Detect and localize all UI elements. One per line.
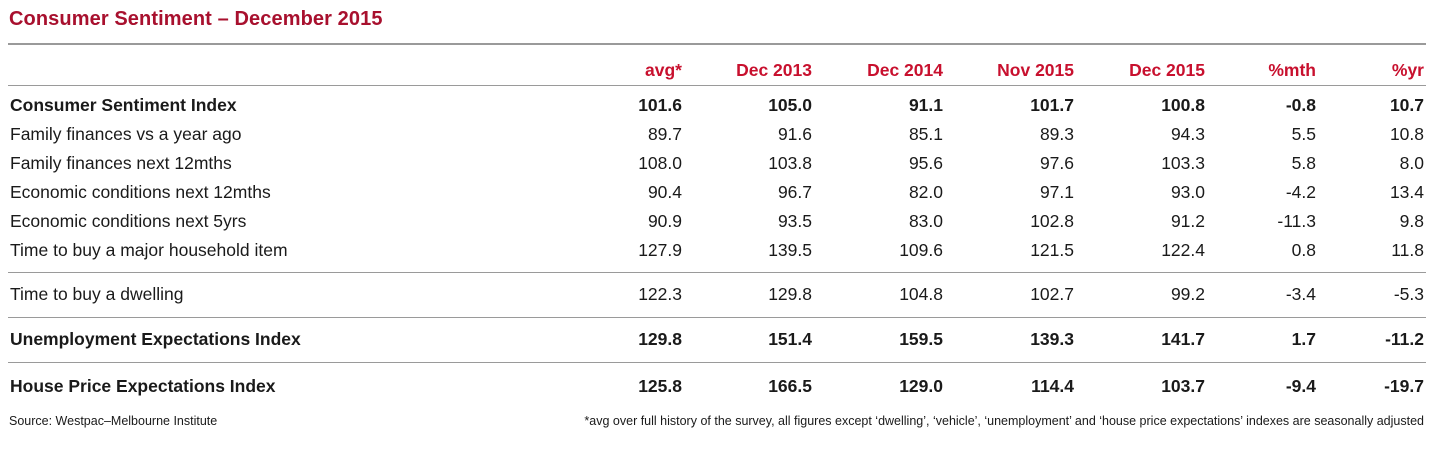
cell-dec-2014: 82.0 [908, 182, 943, 202]
column-header-dec-2014: Dec 2014 [867, 60, 943, 80]
row-label: Time to buy a major household item [10, 240, 288, 260]
row-label: Economic conditions next 12mths [10, 182, 271, 202]
cell-dec-2015: 99.2 [1170, 284, 1205, 304]
cell-nov-2015: 139.3 [1030, 329, 1074, 349]
footnote: *avg over full history of the survey, al… [584, 414, 1424, 428]
cell-pct-mth: -9.4 [1285, 376, 1316, 396]
column-header-avg: avg* [645, 60, 682, 80]
column-header-pct-mth: %mth [1268, 60, 1316, 80]
cell-dec-2015: 103.7 [1161, 376, 1205, 396]
table-row: Economic conditions next 12mths 90.4 96.… [0, 178, 1440, 206]
row-label: Economic conditions next 5yrs [10, 211, 247, 231]
cell-avg: 90.9 [647, 211, 682, 231]
row-label: Time to buy a dwelling [10, 284, 184, 304]
cell-dec-2013: 166.5 [768, 376, 812, 396]
cell-dec-2013: 93.5 [777, 211, 812, 231]
column-header-pct-yr: %yr [1391, 60, 1424, 80]
cell-dec-2013: 151.4 [768, 329, 812, 349]
cell-dec-2013: 105.0 [768, 95, 812, 115]
column-header-dec-2015: Dec 2015 [1129, 60, 1205, 80]
cell-pct-mth: 5.5 [1291, 124, 1316, 144]
table-row: Time to buy a major household item 127.9… [0, 236, 1440, 264]
cell-dec-2014: 95.6 [908, 153, 943, 173]
cell-pct-yr: -19.7 [1384, 376, 1424, 396]
row-label: Consumer Sentiment Index [10, 95, 237, 115]
cell-pct-yr: 11.8 [1391, 240, 1424, 260]
cell-pct-mth: -0.8 [1285, 95, 1316, 115]
cell-nov-2015: 101.7 [1030, 95, 1074, 115]
table-row: Time to buy a dwelling 122.3 129.8 104.8… [0, 280, 1440, 308]
row-label: Family finances vs a year ago [10, 124, 242, 144]
cell-dec-2014: 91.1 [908, 95, 943, 115]
cell-pct-yr: -11.2 [1385, 329, 1424, 349]
table-row: House Price Expectations Index 125.8 166… [0, 372, 1440, 400]
cell-dec-2015: 94.3 [1170, 124, 1205, 144]
header-divider [8, 85, 1426, 86]
cell-avg: 125.8 [638, 376, 682, 396]
cell-dec-2014: 159.5 [899, 329, 943, 349]
cell-dec-2013: 129.8 [768, 284, 812, 304]
cell-pct-yr: 8.0 [1399, 153, 1424, 173]
source-note: Source: Westpac–Melbourne Institute [9, 414, 218, 428]
table-header-row: avg* Dec 2013 Dec 2014 Nov 2015 Dec 2015… [0, 56, 1440, 84]
cell-avg: 129.8 [638, 329, 682, 349]
row-divider [8, 317, 1426, 318]
cell-dec-2015: 91.2 [1170, 211, 1205, 231]
cell-pct-yr: -5.3 [1393, 284, 1424, 304]
table-row: Economic conditions next 5yrs 90.9 93.5 … [0, 207, 1440, 235]
row-label: Unemployment Expectations Index [10, 329, 301, 349]
cell-nov-2015: 97.1 [1039, 182, 1074, 202]
cell-nov-2015: 102.8 [1030, 211, 1074, 231]
cell-pct-yr: 13.4 [1389, 182, 1424, 202]
cell-nov-2015: 97.6 [1039, 153, 1074, 173]
cell-dec-2015: 103.3 [1161, 153, 1205, 173]
row-label: Family finances next 12mths [10, 153, 232, 173]
cell-pct-mth: -11.3 [1277, 211, 1316, 231]
row-divider [8, 272, 1426, 273]
cell-nov-2015: 102.7 [1030, 284, 1074, 304]
cell-dec-2015: 122.4 [1161, 240, 1205, 260]
table-row: Consumer Sentiment Index 101.6 105.0 91.… [0, 91, 1440, 119]
page-title: Consumer Sentiment – December 2015 [9, 8, 383, 30]
cell-avg: 108.0 [638, 153, 682, 173]
cell-dec-2013: 91.6 [777, 124, 812, 144]
table-row: Unemployment Expectations Index 129.8 15… [0, 325, 1440, 353]
cell-dec-2015: 141.7 [1161, 329, 1205, 349]
cell-dec-2013: 96.7 [777, 182, 812, 202]
row-divider [8, 362, 1426, 363]
cell-pct-mth: -4.2 [1285, 182, 1316, 202]
cell-avg: 90.4 [647, 182, 682, 202]
table-row: Family finances vs a year ago 89.7 91.6 … [0, 120, 1440, 148]
cell-avg: 101.6 [638, 95, 682, 115]
column-header-nov-2015: Nov 2015 [997, 60, 1074, 80]
cell-dec-2015: 100.8 [1161, 95, 1205, 115]
table-row: Family finances next 12mths 108.0 103.8 … [0, 149, 1440, 177]
cell-dec-2013: 139.5 [768, 240, 812, 260]
cell-pct-yr: 10.7 [1389, 95, 1424, 115]
cell-dec-2014: 85.1 [908, 124, 943, 144]
cell-dec-2014: 109.6 [899, 240, 943, 260]
column-header-dec-2013: Dec 2013 [736, 60, 812, 80]
cell-dec-2014: 129.0 [899, 376, 943, 396]
cell-pct-mth: 5.8 [1291, 153, 1316, 173]
cell-avg: 122.3 [638, 284, 682, 304]
cell-pct-mth: 1.7 [1291, 329, 1316, 349]
cell-dec-2015: 93.0 [1170, 182, 1205, 202]
cell-dec-2013: 103.8 [768, 153, 812, 173]
cell-nov-2015: 114.4 [1031, 376, 1074, 396]
cell-pct-yr: 9.8 [1399, 211, 1424, 231]
cell-pct-mth: 0.8 [1291, 240, 1316, 260]
cell-nov-2015: 89.3 [1039, 124, 1074, 144]
cell-pct-yr: 10.8 [1389, 124, 1424, 144]
cell-dec-2014: 104.8 [899, 284, 943, 304]
cell-avg: 89.7 [647, 124, 682, 144]
cell-pct-mth: -3.4 [1285, 284, 1316, 304]
cell-avg: 127.9 [638, 240, 682, 260]
top-divider [8, 43, 1426, 45]
cell-dec-2014: 83.0 [908, 211, 943, 231]
cell-nov-2015: 121.5 [1030, 240, 1074, 260]
row-label: House Price Expectations Index [10, 376, 276, 396]
